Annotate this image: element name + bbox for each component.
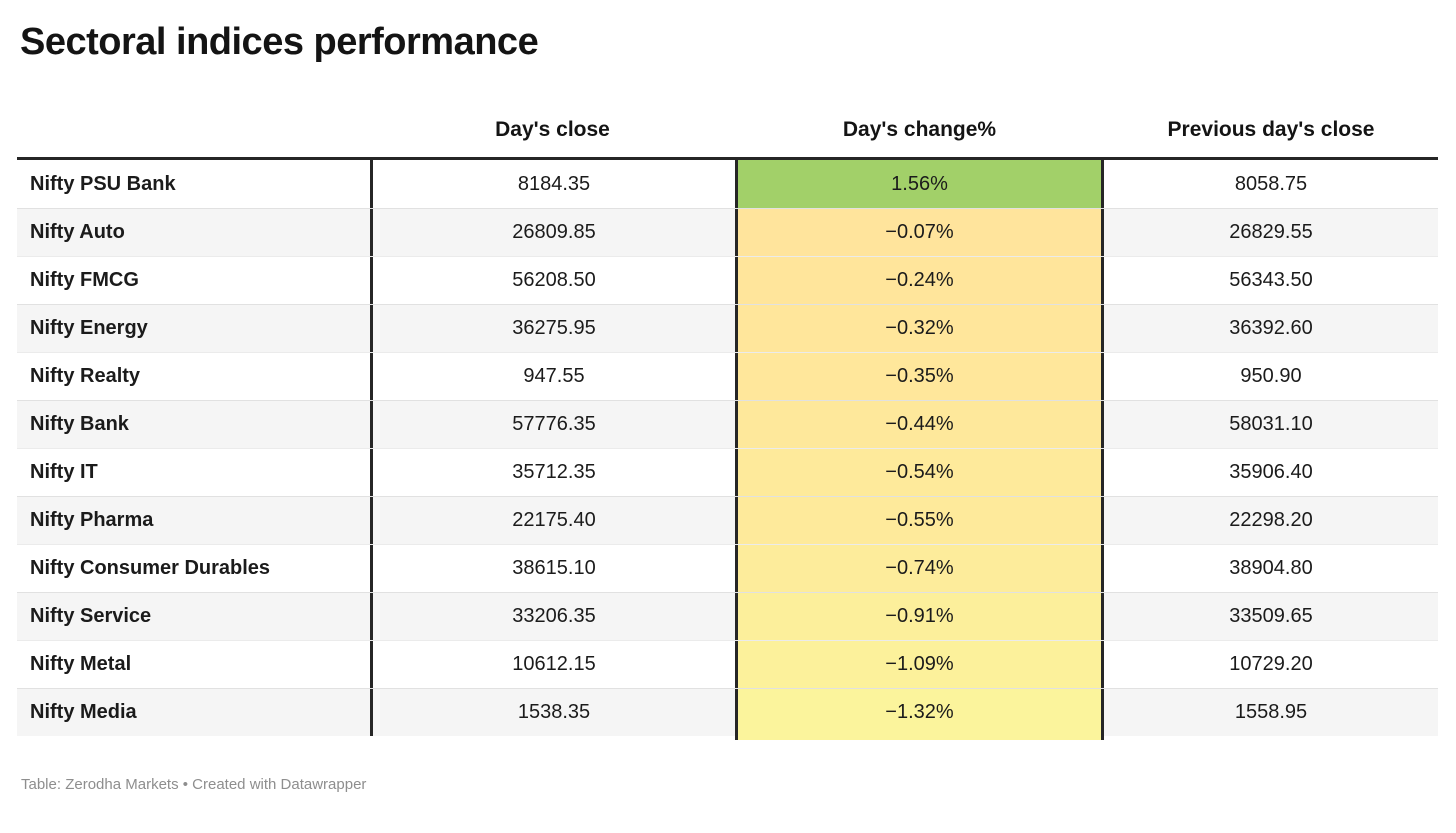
cell-previous-days-close: 8058.75 xyxy=(1234,172,1308,195)
cell-days-change: 1.56% xyxy=(735,160,1104,208)
cell-previous-days-close: 35906.40 xyxy=(1229,461,1313,483)
table-row: Nifty Metal 10612.15 −1.09% 10729.20 xyxy=(17,640,1438,688)
table-row: Nifty Consumer Durables 38615.10 −0.74% … xyxy=(17,544,1438,592)
row-label: Nifty Realty xyxy=(30,365,141,387)
row-label: Nifty FMCG xyxy=(30,269,139,291)
row-label: Nifty Pharma xyxy=(30,509,154,531)
sector-table: Day's close Day's change% Previous day's… xyxy=(17,64,1438,740)
table-body: Nifty PSU Bank 8184.35 1.56% 8058.75 Nif… xyxy=(17,157,1438,736)
table-row: Nifty Auto 26809.85 −0.07% 26829.55 xyxy=(17,208,1438,256)
cell-days-change: −0.35% xyxy=(735,353,1104,400)
header-previous-days-close: Previous day's close xyxy=(1167,118,1375,141)
row-label: Nifty Media xyxy=(30,701,137,723)
cell-days-change: −0.07% xyxy=(735,209,1104,256)
table-header-row: Day's close Day's change% Previous day's… xyxy=(17,64,1438,157)
table-row: Nifty Service 33206.35 −0.91% 33509.65 xyxy=(17,592,1438,640)
cell-previous-days-close: 22298.20 xyxy=(1229,509,1313,531)
cell-days-change: −0.32% xyxy=(735,305,1104,352)
cell-previous-days-close: 38904.80 xyxy=(1229,557,1313,579)
row-label: Nifty PSU Bank xyxy=(30,172,176,195)
table-row: Nifty Pharma 22175.40 −0.55% 22298.20 xyxy=(17,496,1438,544)
cell-previous-days-close: 33509.65 xyxy=(1229,605,1313,627)
change-column-stub xyxy=(735,736,1104,740)
cell-days-change: −0.24% xyxy=(735,257,1104,304)
table-row: Nifty Realty 947.55 −0.35% 950.90 xyxy=(17,352,1438,400)
table-row: Nifty Media 1538.35 −1.32% 1558.95 xyxy=(17,688,1438,736)
table-row: Nifty PSU Bank 8184.35 1.56% 8058.75 xyxy=(17,160,1438,208)
header-days-close: Day's close xyxy=(495,118,610,141)
header-days-change: Day's change% xyxy=(842,118,997,141)
row-label: Nifty Auto xyxy=(30,221,125,243)
cell-days-change: −0.74% xyxy=(735,545,1104,592)
cell-days-change: −0.44% xyxy=(735,401,1104,448)
cell-days-close: 57776.35 xyxy=(370,401,735,448)
page-title: Sectoral indices performance xyxy=(20,21,539,63)
cell-days-change: −1.32% xyxy=(735,689,1104,736)
cell-days-close: 10612.15 xyxy=(370,641,735,688)
row-label: Nifty Metal xyxy=(30,653,132,675)
cell-previous-days-close: 26829.55 xyxy=(1229,221,1313,243)
cell-previous-days-close: 950.90 xyxy=(1240,365,1302,387)
cell-days-close: 33206.35 xyxy=(370,593,735,640)
row-label: Nifty Energy xyxy=(30,317,148,339)
cell-previous-days-close: 10729.20 xyxy=(1229,653,1313,675)
table-row: Nifty Bank 57776.35 −0.44% 58031.10 xyxy=(17,400,1438,448)
table-row: Nifty IT 35712.35 −0.54% 35906.40 xyxy=(17,448,1438,496)
table-row: Nifty FMCG 56208.50 −0.24% 56343.50 xyxy=(17,256,1438,304)
cell-days-close: 35712.35 xyxy=(370,449,735,496)
cell-days-close: 8184.35 xyxy=(370,160,735,208)
cell-days-change: −0.55% xyxy=(735,497,1104,544)
cell-days-close: 22175.40 xyxy=(370,497,735,544)
cell-days-change: −1.09% xyxy=(735,641,1104,688)
row-label: Nifty Service xyxy=(30,605,152,627)
attribution-footer: Table: Zerodha Markets • Created with Da… xyxy=(21,776,367,793)
cell-previous-days-close: 1558.95 xyxy=(1234,701,1308,723)
cell-days-change: −0.91% xyxy=(735,593,1104,640)
cell-days-close: 56208.50 xyxy=(370,257,735,304)
table-row: Nifty Energy 36275.95 −0.32% 36392.60 xyxy=(17,304,1438,352)
cell-days-close: 36275.95 xyxy=(370,305,735,352)
row-label: Nifty Consumer Durables xyxy=(30,557,271,579)
cell-previous-days-close: 56343.50 xyxy=(1229,269,1313,291)
cell-days-close: 947.55 xyxy=(370,353,735,400)
cell-previous-days-close: 36392.60 xyxy=(1229,317,1313,339)
cell-days-close: 1538.35 xyxy=(370,689,735,736)
cell-days-close: 26809.85 xyxy=(370,209,735,256)
row-label: Nifty Bank xyxy=(30,413,129,435)
cell-days-change: −0.54% xyxy=(735,449,1104,496)
cell-previous-days-close: 58031.10 xyxy=(1229,413,1313,435)
row-label: Nifty IT xyxy=(30,461,98,483)
cell-days-close: 38615.10 xyxy=(370,545,735,592)
